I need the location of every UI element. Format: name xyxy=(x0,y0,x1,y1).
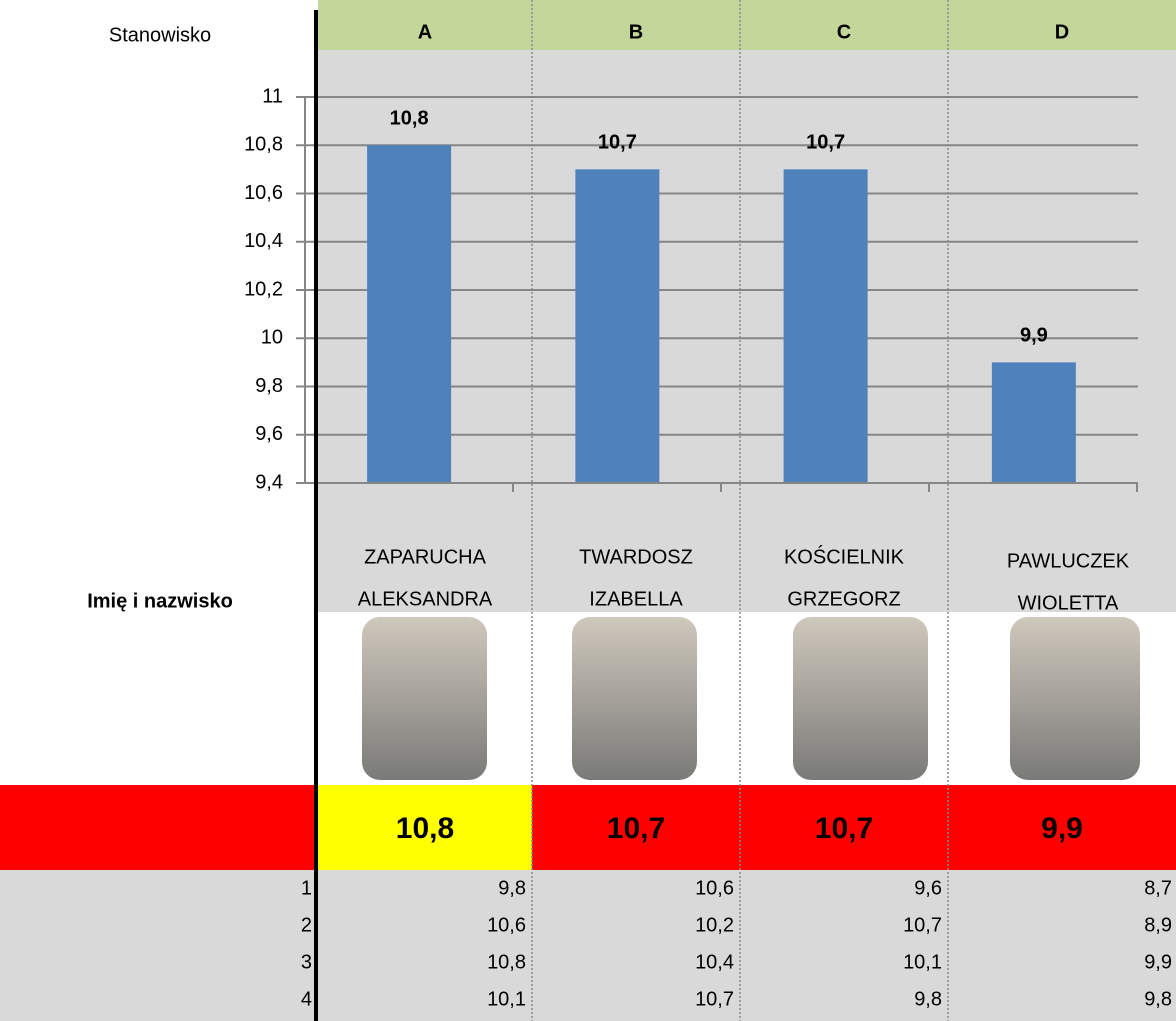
name: GRZEGORZ xyxy=(787,588,900,610)
value-label: 9,9 xyxy=(1020,325,1048,347)
cell: 4 xyxy=(301,988,312,1010)
cell: 8,7 xyxy=(1144,877,1172,899)
y-tick-label: 11 xyxy=(262,85,283,107)
cell: 10,1 xyxy=(903,951,942,973)
cell: 1 xyxy=(301,877,312,899)
y-tick-label: 10 xyxy=(261,327,283,349)
cell: 8,9 xyxy=(1144,914,1172,936)
cell: 9,8 xyxy=(498,877,526,899)
name: ALEKSANDRA xyxy=(358,588,493,610)
cell: 9,9 xyxy=(1144,951,1172,973)
cell: 10,7 xyxy=(903,914,942,936)
bar xyxy=(367,145,451,483)
rows-bg xyxy=(0,870,1176,1021)
cell: 9,8 xyxy=(1144,988,1172,1010)
column-header: A xyxy=(418,21,432,43)
name: ZAPARUCHA xyxy=(364,546,487,568)
score: 9,9 xyxy=(1041,812,1083,845)
score: 10,8 xyxy=(396,812,454,845)
cell: 10,1 xyxy=(487,988,526,1010)
y-tick-label: 9,8 xyxy=(255,375,283,397)
photo xyxy=(793,617,928,780)
photo xyxy=(1010,617,1140,780)
y-tick-label: 10,4 xyxy=(244,230,283,252)
cell: 10,6 xyxy=(487,914,526,936)
value-label: 10,7 xyxy=(598,132,637,154)
y-tick-label: 10,2 xyxy=(244,278,283,300)
name: WIOLETTA xyxy=(1018,592,1119,614)
y-tick-label: 10,8 xyxy=(244,134,283,156)
cell: 10,2 xyxy=(695,914,734,936)
value-label: 10,8 xyxy=(390,108,429,130)
bar xyxy=(784,169,868,483)
column-header: B xyxy=(629,21,643,43)
frozen-border xyxy=(314,10,318,1021)
score-row xyxy=(0,785,1176,870)
score: 10,7 xyxy=(607,812,665,845)
header-label: Stanowisko xyxy=(109,24,211,46)
column-header: D xyxy=(1055,21,1069,43)
photo xyxy=(572,617,697,780)
cell: 9,6 xyxy=(914,877,942,899)
cell: 10,8 xyxy=(487,951,526,973)
score: 10,7 xyxy=(815,812,873,845)
name: KOŚCIELNIK xyxy=(784,544,905,568)
cell: 10,6 xyxy=(695,877,734,899)
names-label: Imię i nazwisko xyxy=(87,590,233,612)
cell: 2 xyxy=(301,914,312,936)
y-tick-label: 9,6 xyxy=(255,423,283,445)
sheet: Stanowisko Imię i nazwisko A B C D 9,4 9,6 9,8… xyxy=(0,0,1176,1021)
photo xyxy=(362,617,487,780)
cell: 9,8 xyxy=(914,988,942,1010)
name: PAWLUCZEK xyxy=(1007,550,1130,572)
y-tick-label: 10,6 xyxy=(244,182,283,204)
value-label: 10,7 xyxy=(806,132,845,154)
cell: 3 xyxy=(301,951,312,973)
name: IZABELLA xyxy=(589,588,683,610)
bar xyxy=(992,362,1076,483)
y-tick-label: 9,4 xyxy=(255,471,283,493)
photos xyxy=(362,617,1140,780)
header-fill xyxy=(318,0,1176,50)
name: TWARDOSZ xyxy=(579,546,693,568)
bar xyxy=(575,169,659,483)
cell: 10,7 xyxy=(695,988,734,1010)
column-header: C xyxy=(837,21,851,43)
cell: 10,4 xyxy=(695,951,734,973)
